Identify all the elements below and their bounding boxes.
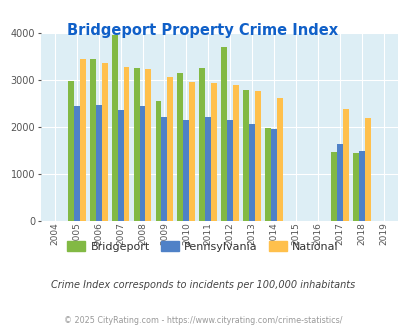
Text: Crime Index corresponds to incidents per 100,000 inhabitants: Crime Index corresponds to incidents per…	[51, 280, 354, 290]
Bar	[101, 63, 107, 221]
Bar	[68, 81, 74, 221]
Bar	[342, 109, 348, 221]
Bar	[145, 69, 151, 221]
Bar	[211, 83, 217, 221]
Bar	[96, 105, 101, 221]
Bar	[264, 128, 271, 221]
Bar	[183, 119, 189, 221]
Bar	[177, 73, 183, 221]
Bar	[330, 151, 336, 221]
Bar	[358, 151, 364, 221]
Bar	[123, 67, 129, 221]
Bar	[364, 118, 370, 221]
Bar	[205, 117, 211, 221]
Bar	[74, 106, 79, 221]
Bar	[243, 90, 249, 221]
Bar	[79, 59, 85, 221]
Bar	[276, 98, 282, 221]
Bar	[111, 35, 117, 221]
Bar	[133, 68, 139, 221]
Bar	[117, 110, 123, 221]
Bar	[155, 101, 161, 221]
Bar	[161, 117, 167, 221]
Bar	[90, 59, 96, 221]
Text: © 2025 CityRating.com - https://www.cityrating.com/crime-statistics/: © 2025 CityRating.com - https://www.city…	[64, 315, 341, 325]
Legend: Bridgeport, Pennsylvania, National: Bridgeport, Pennsylvania, National	[62, 237, 343, 256]
Bar	[189, 82, 195, 221]
Bar	[254, 91, 260, 221]
Bar	[232, 85, 239, 221]
Bar	[227, 120, 232, 221]
Text: Bridgeport Property Crime Index: Bridgeport Property Crime Index	[67, 23, 338, 38]
Bar	[221, 47, 227, 221]
Bar	[167, 77, 173, 221]
Bar	[139, 106, 145, 221]
Bar	[271, 129, 276, 221]
Bar	[336, 145, 342, 221]
Bar	[249, 124, 254, 221]
Bar	[199, 68, 205, 221]
Bar	[352, 153, 358, 221]
